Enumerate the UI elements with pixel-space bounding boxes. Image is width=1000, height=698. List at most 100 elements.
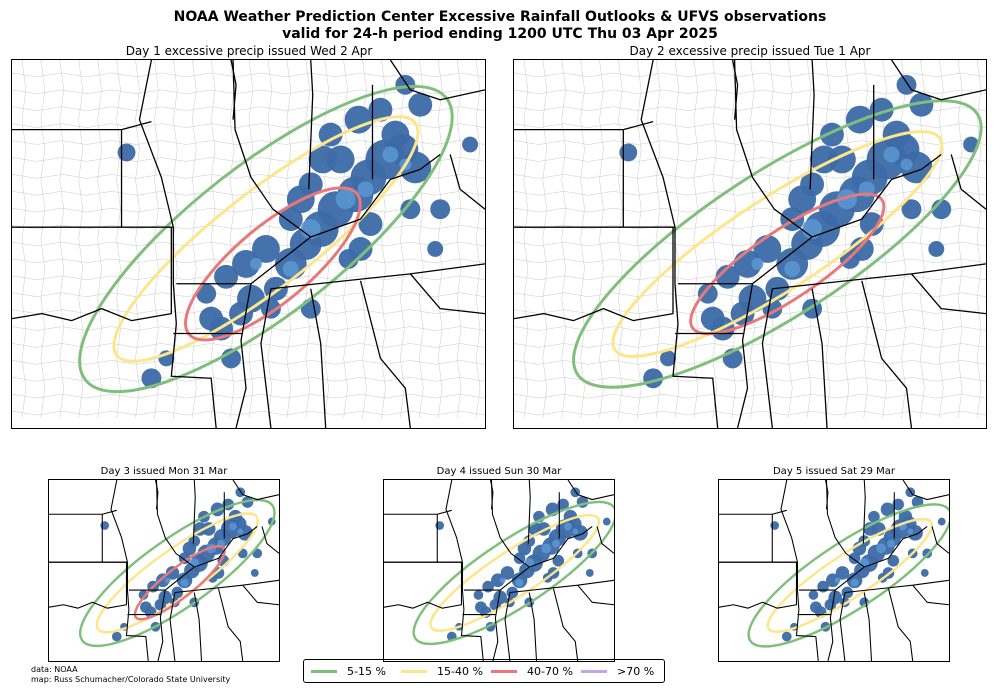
map-day1 (11, 59, 486, 429)
obs-blob (887, 554, 900, 567)
obs-core (907, 528, 914, 535)
obs-core (382, 146, 399, 163)
contour-15-40 (112, 115, 420, 363)
obs-blob (909, 92, 934, 117)
obs-blob (111, 631, 122, 642)
obs-blob (326, 145, 355, 174)
obs-blob (381, 120, 410, 149)
map-svg (49, 480, 279, 661)
panel-day3-title: Day 3 issued Mon 31 Mar (100, 466, 228, 477)
contour-15-40 (611, 130, 944, 358)
map-day5 (718, 479, 950, 662)
obs-core (300, 219, 321, 240)
legend-item-40-70: 40-70 % (484, 665, 574, 678)
obs-blob (188, 535, 201, 548)
obs-core (900, 158, 913, 171)
obs-blob (697, 283, 718, 304)
obs-blob (905, 487, 916, 498)
obs-blob (214, 264, 239, 289)
map-svg (384, 480, 614, 661)
map-svg (12, 60, 485, 428)
legend-label: 5-15 % (347, 664, 386, 678)
obs-blob (800, 172, 825, 197)
observed-flooding (770, 487, 946, 642)
obs-blob (251, 235, 280, 263)
legend-swatch-yellow (401, 669, 427, 673)
obs-blob (235, 487, 246, 498)
obs-blob (896, 74, 917, 95)
obs-blob (368, 97, 393, 122)
obs-core (229, 522, 237, 531)
obs-blob (427, 241, 444, 257)
obs-blob (660, 350, 676, 367)
figure-title-line1: NOAA Weather Prediction Center Excessive… (173, 9, 827, 25)
contour-15-40 (429, 513, 601, 632)
obs-blob (570, 487, 581, 498)
obs-blob (770, 521, 780, 530)
map-svg (514, 60, 986, 428)
obs-blob (435, 521, 445, 530)
obs-blob (835, 566, 850, 580)
obs-core (883, 146, 900, 163)
obs-core (564, 522, 572, 531)
obs-core (751, 257, 764, 270)
obs-blob (156, 573, 170, 588)
legend-label: >70 % (617, 664, 655, 678)
obs-blob (880, 502, 895, 517)
obs-blob (395, 74, 416, 95)
map-svg (719, 480, 949, 661)
obs-blob (250, 569, 259, 577)
legend-item-5-15: 5-15 % (304, 665, 394, 678)
state-boundaries (384, 480, 614, 661)
contour-5-15 (747, 503, 949, 648)
state-boundaries (719, 480, 949, 661)
obs-blob (473, 590, 484, 600)
obs-core (499, 577, 506, 584)
obs-blob (898, 509, 913, 524)
obs-blob (430, 199, 451, 220)
obs-blob (178, 552, 191, 565)
contour-40-70 (184, 186, 362, 342)
legend-label: 15-40 % (437, 664, 483, 678)
state-boundaries (12, 60, 485, 428)
state-boundaries (49, 480, 279, 661)
obs-blob (868, 510, 880, 523)
obs-core (282, 260, 299, 277)
obs-blob (408, 92, 433, 117)
obs-core (572, 528, 579, 535)
obs-blob (300, 298, 321, 319)
obs-core (335, 189, 356, 210)
obs-blob (557, 498, 569, 511)
obs-core (180, 578, 189, 587)
obs-core (237, 528, 244, 535)
obs-core (541, 543, 552, 554)
obs-blob (619, 143, 638, 162)
map-day2 (513, 59, 987, 429)
legend-swatch-green (311, 669, 337, 673)
obs-core (850, 578, 859, 587)
obs-blob (500, 566, 515, 580)
obs-blob (117, 143, 136, 162)
obs-blob (491, 573, 505, 588)
obs-core (836, 189, 857, 210)
obs-core (887, 539, 895, 548)
obs-blob (348, 237, 373, 261)
obs-core (164, 577, 171, 584)
contour-40-70 (689, 192, 886, 336)
obs-blob (462, 136, 479, 153)
obs-blob (808, 590, 819, 600)
obs-blob (848, 552, 861, 565)
obs-core (357, 181, 374, 198)
obs-blob (196, 283, 217, 304)
state-boundaries (514, 60, 986, 428)
legend-swatch-red (491, 669, 517, 673)
obs-blob (552, 554, 565, 567)
obs-blob (278, 207, 303, 232)
legend-swatch-purple (581, 669, 607, 673)
obs-blob (859, 212, 884, 237)
contour-5-15 (572, 99, 983, 389)
legend-item-70: >70 % (574, 665, 664, 678)
obs-blob (232, 249, 260, 278)
obs-core (834, 577, 841, 584)
legend-item-15-40: 15-40 % (394, 665, 484, 678)
